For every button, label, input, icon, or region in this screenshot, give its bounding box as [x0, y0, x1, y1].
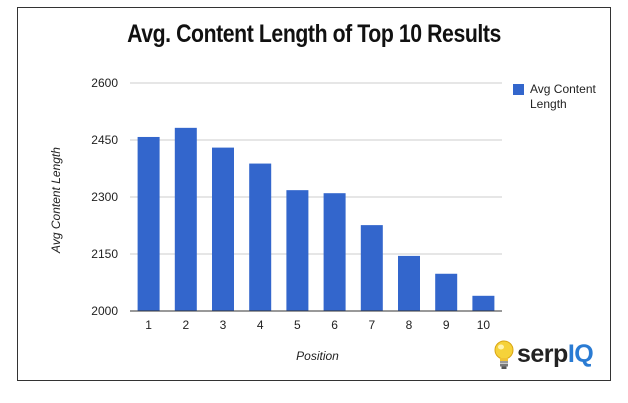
x-tick-label: 9	[443, 318, 450, 332]
y-axis-label: Avg Content Length	[49, 147, 63, 253]
x-tick-label: 2	[182, 318, 189, 332]
legend-swatch	[513, 84, 524, 95]
x-tick-label: 5	[294, 318, 301, 332]
bar	[249, 163, 272, 311]
bar	[360, 225, 383, 311]
x-tick-label: 4	[257, 318, 264, 332]
y-tick-label: 2300	[91, 190, 118, 204]
y-tick-label: 2150	[91, 247, 118, 261]
bar	[435, 273, 458, 311]
x-tick-label: 3	[220, 318, 227, 332]
y-tick-label: 2450	[91, 133, 118, 147]
bar	[398, 255, 420, 311]
y-tick-label: 2600	[91, 76, 118, 90]
logo-wordmark-part1: serp	[517, 340, 568, 368]
legend-label: Avg Content Length	[530, 82, 596, 111]
x-tick-label: 1	[145, 318, 152, 332]
chart-title: Avg. Content Length of Top 10 Results	[127, 20, 501, 48]
x-tick-label: 8	[406, 318, 413, 332]
bar	[472, 295, 495, 311]
chart-frame	[17, 7, 611, 381]
logo-wordmark: serpIQ	[517, 340, 594, 369]
bar	[174, 127, 197, 311]
serpiq-logo: serpIQ	[492, 339, 607, 371]
logo-wordmark-part2: IQ	[567, 340, 594, 368]
x-axis-label: Position	[296, 349, 339, 363]
bar	[286, 190, 309, 311]
x-tick-label: 6	[331, 318, 338, 332]
bar	[137, 136, 160, 311]
y-tick-label: 2000	[91, 304, 118, 318]
bar	[212, 147, 234, 311]
x-tick-label: 10	[477, 318, 491, 332]
x-tick-label: 7	[368, 318, 375, 332]
lightbulb-icon	[494, 340, 514, 369]
bar	[323, 193, 346, 311]
